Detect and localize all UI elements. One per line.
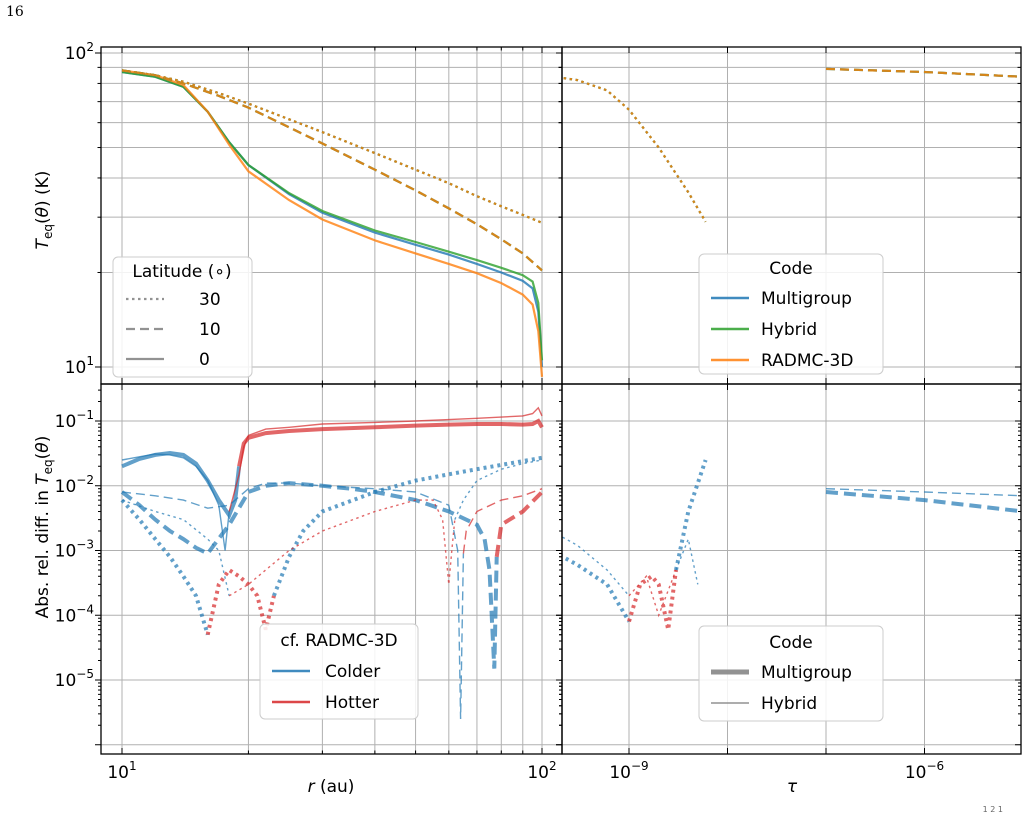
panels: 102 101 10−1 10−2 10−3 10−4 10−5 101 102 10−9 10−6… [55, 40, 1022, 783]
series-line-multigroup-lat30 [674, 459, 708, 571]
legend-latitude [112, 256, 253, 378]
legend-code-title: Code [769, 259, 813, 279]
series-line-hybrid-lat10 [121, 69, 543, 272]
ticks-top-right [556, 47, 1021, 384]
axes-frames [100, 46, 1022, 755]
legend-label-10: 10 [199, 320, 221, 340]
series-line-multigroup-lat0 [121, 450, 242, 520]
legend-label-colder: Colder [325, 662, 380, 682]
series-line-multigroup-lat30 [121, 69, 543, 224]
series-line-radmc-3d-lat10 [121, 69, 543, 272]
series-line-hybrid-lat30 [121, 69, 543, 224]
ytick-label: 10−3 [55, 538, 94, 562]
legend-latitude-title: Latitude (∘) [132, 262, 231, 282]
grid-bottom-right [562, 384, 1021, 754]
axis-labels: Teq(θ) (K) Abs. rel. diff. in Teq(θ) r (… [33, 171, 1003, 814]
right-xlabel: τ [787, 777, 798, 797]
legend-code-width [698, 625, 884, 722]
series-line-hybrid-lat10 [121, 482, 465, 720]
series-line-radmc-3d-lat0 [121, 69, 544, 377]
axes-frame-bottom-right [561, 383, 1022, 755]
series-group-bottom-right [562, 459, 1021, 631]
legend-label-30: 30 [199, 290, 221, 310]
legend-cf [259, 623, 419, 720]
xtick-label: 101 [107, 759, 136, 783]
tick-labels: 102 101 10−1 10−2 10−3 10−4 10−5 101 102 10−9 10−6… [55, 40, 945, 783]
top-ylabel: Teq(θ) (K) [33, 171, 55, 250]
legend-code2-title: Code [769, 633, 813, 653]
xtick-label: 10−6 [905, 759, 944, 783]
series-line-multigroup-lat10 [121, 69, 543, 272]
legend-label-hybrid-thin: Hybrid [761, 694, 817, 714]
legend-label-radmc: RADMC-3D [761, 351, 853, 371]
ytick-label: 101 [65, 354, 94, 378]
series-line-multigroup-lat10 [494, 490, 544, 558]
legend-label-hotter: Hotter [325, 693, 379, 713]
panel-top-right [556, 47, 1021, 384]
legend-code [698, 253, 884, 375]
page-number: 16 [6, 4, 24, 20]
series-line-multigroup-lat10 [825, 67, 1021, 78]
series-line-hybrid-lat10 [462, 488, 543, 554]
series-group-top-left [121, 69, 544, 377]
series-line-multigroup-lat30 [627, 569, 678, 631]
series-line-radmc-3d-lat30 [562, 76, 707, 223]
series-line-multigroup-lat30 [120, 498, 210, 636]
series-line-hybrid-lat30 [628, 569, 677, 618]
legend-label-hybrid: Hybrid [761, 320, 817, 340]
series-group-bottom-left [120, 406, 544, 720]
series-line-hybrid-lat10 [825, 67, 1021, 78]
series-line-multigroup-lat30 [562, 554, 631, 623]
grid-top-right [562, 47, 1021, 384]
series-line-hybrid-lat30 [562, 76, 707, 223]
xtick-label: 10−9 [609, 759, 648, 783]
series-line-hybrid-lat30 [562, 536, 630, 597]
series-line-hybrid-lat0 [228, 406, 543, 512]
series-line-hybrid-lat30 [121, 499, 230, 596]
series-line-hybrid-lat30 [228, 499, 456, 597]
xtick-label: 102 [527, 759, 556, 783]
ytick-label: 10−5 [55, 667, 94, 691]
left-xlabel: r (au) [308, 777, 355, 797]
ytick-label: 10−4 [55, 602, 94, 626]
series-line-multigroup-lat30 [562, 76, 707, 223]
ytick-label: 102 [65, 40, 94, 64]
legend-label-multigroup-thick: Multigroup [761, 663, 852, 683]
series-line-multigroup-lat0 [237, 418, 544, 467]
series-line-radmc-3d-lat10 [825, 67, 1021, 78]
ytick-label: 10−2 [55, 473, 94, 497]
series-line-radmc-3d-lat30 [121, 69, 543, 224]
footer-fragment: 1 2 1 [983, 805, 1003, 814]
legend-label-multigroup: Multigroup [761, 289, 852, 309]
bottom-ylabel: Abs. rel. diff. in Teq(θ) [33, 436, 55, 619]
legends: Latitude (∘) 30 10 0 Code Multigroup Hybrid RAD… [112, 253, 884, 722]
series-line-hybrid-lat30 [454, 459, 543, 520]
legend-label-0: 0 [199, 350, 210, 370]
series-line-hybrid-lat0 [121, 453, 230, 551]
series-line-multigroup-lat30 [272, 455, 543, 597]
legend-cf-title: cf. RADMC-3D [280, 631, 397, 651]
ytick-label: 10−1 [55, 408, 94, 432]
